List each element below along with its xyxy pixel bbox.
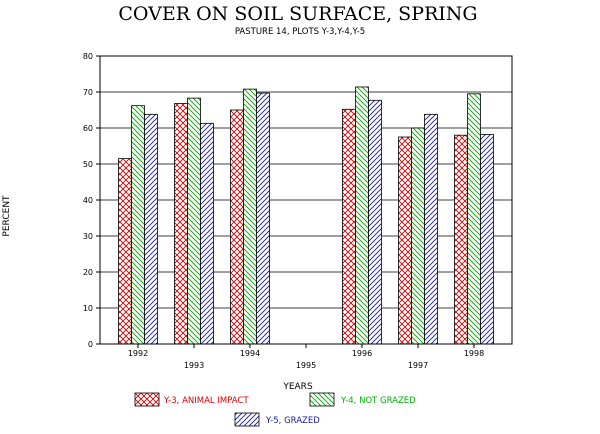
legend-swatch (234, 412, 260, 427)
y-ticks: 0 10 20 30 40 50 60 70 80 (83, 52, 100, 349)
bar-y-3-1994 (230, 109, 244, 345)
x-tick-label: 1993 (184, 361, 204, 370)
x-tick-label: 1998 (464, 349, 484, 358)
y-tick-label: 60 (83, 124, 93, 133)
bar-y-3-1996 (342, 108, 356, 345)
bars (118, 86, 494, 345)
y-tick-label: 0 (88, 340, 93, 349)
bar-y-4-1993 (187, 97, 201, 345)
bar-y-4-1992 (131, 105, 145, 345)
bar-y-4-1996 (355, 86, 369, 345)
bar-y-5-1994 (256, 92, 270, 345)
bar-y-3-1997 (398, 136, 412, 345)
bar-y-5-1992 (144, 113, 158, 345)
y-axis-label: PERCENT (2, 195, 12, 237)
bar-y-5-1998 (480, 134, 494, 345)
legend-swatch (134, 392, 160, 407)
bar-y-3-1998 (454, 134, 468, 345)
chart-subtitle: PASTURE 14, PLOTS Y-3,Y-4,Y-5 (235, 27, 365, 37)
bar-y-4-1997 (411, 127, 425, 345)
x-axis-label: YEARS (282, 382, 313, 392)
legend-label: Y-5, GRAZED (265, 416, 320, 426)
gridlines (100, 91, 512, 309)
legend-label: Y-3, ANIMAL IMPACT (163, 396, 249, 406)
y-tick-label: 70 (83, 88, 93, 97)
x-tick-label: 1997 (408, 361, 428, 370)
x-tick-label: 1995 (296, 361, 316, 370)
y-tick-label: 80 (83, 52, 93, 61)
legend: Y-3, ANIMAL IMPACT Y-4, NOT GRAZED Y-5, GR… (134, 392, 416, 427)
bar-y-3-1992 (118, 158, 132, 345)
chart-title: COVER ON SOIL SURFACE, SPRING (118, 3, 477, 25)
y-tick-label: 20 (83, 268, 93, 277)
legend-swatch (309, 392, 335, 407)
x-tick-label: 1994 (240, 349, 260, 358)
x-tick-label: 1992 (128, 349, 148, 358)
bar-y-3-1993 (174, 103, 188, 345)
y-tick-label: 50 (83, 160, 93, 169)
bar-y-4-1998 (467, 93, 481, 345)
x-ticks: 1992 1993 1994 1995 1996 1997 1998 (128, 344, 484, 370)
bar-y-4-1994 (243, 88, 257, 345)
legend-label: Y-4, NOT GRAZED (340, 396, 416, 406)
bar-y-5-1996 (368, 99, 382, 345)
bar-y-5-1993 (200, 122, 214, 345)
bar-y-5-1997 (424, 113, 438, 345)
x-tick-label: 1996 (352, 349, 372, 358)
y-tick-label: 40 (83, 196, 93, 205)
y-tick-label: 30 (83, 232, 93, 241)
y-tick-label: 10 (83, 304, 93, 313)
